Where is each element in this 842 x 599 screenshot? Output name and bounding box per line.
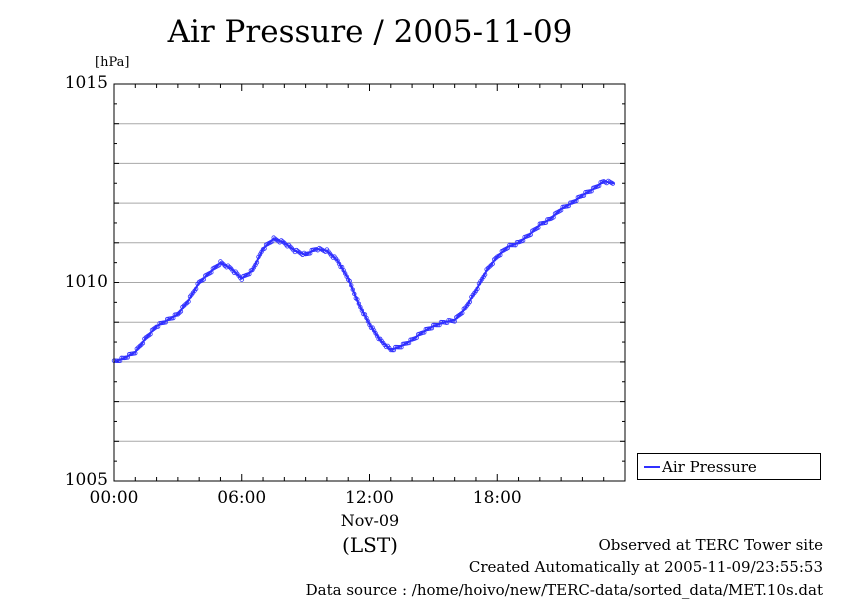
- y-tick-label: 1005: [64, 470, 108, 490]
- legend-label: Air Pressure: [662, 458, 757, 476]
- y-tick-label: 1010: [64, 271, 108, 292]
- series-layer: [111, 178, 616, 364]
- plot-frame: [113, 83, 626, 482]
- footer-created: Created Automatically at 2005-11-09/23:5…: [468, 558, 823, 576]
- gridlines: [114, 123, 625, 442]
- footer-source: Data source : /home/hoivo/new/TERC-data/…: [305, 581, 823, 599]
- x-axis-unit-label: (LST): [342, 533, 398, 557]
- x-tick-label: 18:00: [472, 488, 522, 508]
- chart-title: Air Pressure / 2005-11-09: [167, 14, 573, 50]
- x-tick-label: 00:00: [89, 488, 139, 508]
- x-tick-label: 12:00: [345, 488, 394, 508]
- legend-swatch: [644, 466, 660, 468]
- y-tick-label: 1015: [64, 73, 108, 93]
- x-tick-label: 06:00: [217, 488, 267, 508]
- legend: Air Pressure: [637, 453, 821, 480]
- series-line: [113, 180, 615, 363]
- footer-observed: Observed at TERC Tower site: [598, 536, 823, 554]
- x-axis-date-label: Nov-09: [340, 511, 400, 530]
- y-axis-unit-label: [hPa]: [95, 55, 130, 70]
